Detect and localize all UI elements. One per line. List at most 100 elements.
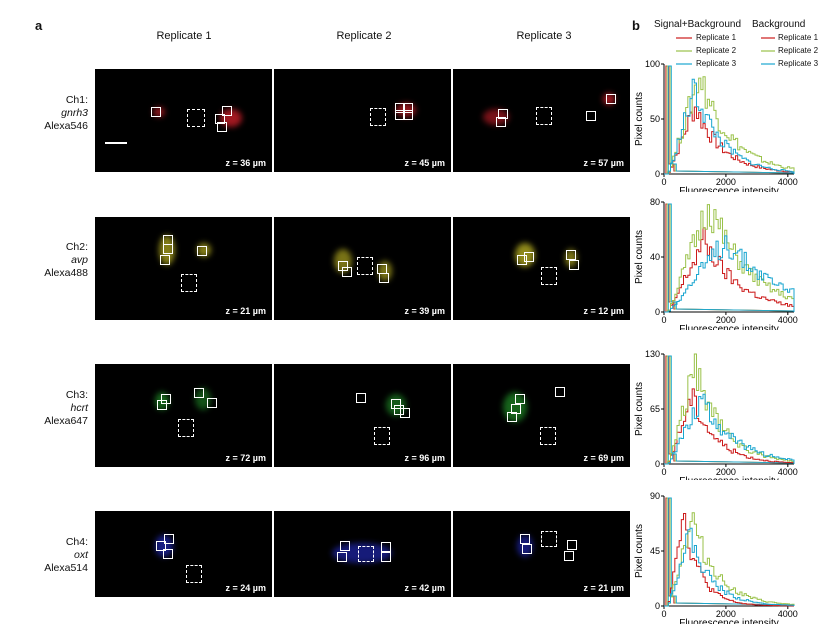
y-tick-label: 50 bbox=[650, 114, 660, 124]
signal-histogram-3 bbox=[664, 527, 795, 607]
roi-box bbox=[207, 398, 217, 408]
roi-box bbox=[498, 109, 508, 119]
legend-background-entry-2: Replicate 2 bbox=[778, 46, 819, 55]
background-roi-box bbox=[187, 109, 205, 127]
roi-box bbox=[391, 399, 401, 409]
histogram-ch4: 0 45 90 0 2000 4000 Pixel counts Fluorescence i… bbox=[634, 492, 798, 624]
y-tick-label: 100 bbox=[645, 60, 660, 69]
replicate-title-2: Replicate 2 bbox=[336, 30, 392, 42]
roi-box bbox=[569, 260, 579, 270]
roi-box bbox=[342, 267, 352, 277]
panel-b-label: b bbox=[632, 18, 640, 33]
background-histogram-1 bbox=[664, 355, 795, 465]
signal-histogram-2 bbox=[664, 204, 795, 313]
gene-label: gnrh3 bbox=[61, 107, 88, 119]
z-depth-label: z = 57 µm bbox=[583, 158, 624, 168]
gene-label: hcrt bbox=[70, 402, 88, 414]
z-depth-label: z = 12 µm bbox=[583, 306, 624, 316]
legend-background-swatches bbox=[761, 37, 775, 65]
signal-histogram-3 bbox=[664, 393, 795, 465]
signal-blob bbox=[332, 543, 392, 563]
roi-box bbox=[515, 394, 525, 404]
image-tile-ch1-rep2: z = 45 µm bbox=[274, 69, 451, 172]
background-histogram-1 bbox=[664, 65, 795, 175]
y-axis-label: Pixel counts bbox=[634, 382, 645, 436]
replicate-title-3: Replicate 3 bbox=[516, 30, 572, 42]
x-tick-label: 4000 bbox=[778, 177, 798, 187]
background-histogram-2 bbox=[664, 497, 795, 607]
z-depth-label: z = 21 µm bbox=[225, 306, 266, 316]
roi-box bbox=[215, 114, 225, 124]
panel-a-label: a bbox=[35, 18, 43, 33]
image-tile-ch4-rep2: z = 42 µm bbox=[274, 511, 451, 597]
z-depth-label: z = 69 µm bbox=[583, 453, 624, 463]
roi-box bbox=[394, 405, 404, 415]
signal-histogram-2 bbox=[664, 512, 795, 607]
signal-histogram-2 bbox=[664, 353, 795, 465]
image-tile-ch3-rep2: z = 96 µm bbox=[274, 364, 451, 467]
legend-swatches bbox=[676, 37, 775, 65]
legend-background-header: Background bbox=[752, 19, 806, 30]
scale-bar bbox=[105, 142, 127, 144]
roi-box bbox=[524, 252, 534, 262]
roi-box bbox=[340, 541, 350, 551]
z-depth-label: z = 39 µm bbox=[404, 306, 445, 316]
roi-box bbox=[160, 255, 170, 265]
roi-box bbox=[522, 544, 532, 554]
image-tile-ch1-rep1: z = 36 µm bbox=[95, 69, 272, 172]
image-tile-ch1-rep3: z = 57 µm bbox=[453, 69, 630, 172]
gene-label: avp bbox=[71, 254, 88, 266]
background-roi-box bbox=[357, 257, 373, 275]
dye-label: Alexa488 bbox=[44, 267, 88, 279]
y-tick-label: 0 bbox=[655, 601, 660, 611]
legend-background-entry-3: Replicate 3 bbox=[778, 59, 819, 68]
roi-box bbox=[379, 273, 389, 283]
z-depth-label: z = 45 µm bbox=[404, 158, 445, 168]
x-tick-label: 4000 bbox=[778, 609, 798, 619]
roi-box bbox=[566, 250, 576, 260]
signal-histogram-1 bbox=[664, 227, 795, 313]
roi-box bbox=[356, 393, 366, 403]
row-label-ch2: Ch2: avp Alexa488 bbox=[28, 241, 88, 280]
z-depth-label: z = 21 µm bbox=[583, 583, 624, 593]
background-histogram-3 bbox=[664, 65, 795, 175]
image-tile-ch3-rep1: z = 72 µm bbox=[95, 364, 272, 467]
z-depth-label: z = 96 µm bbox=[404, 453, 445, 463]
y-axis-label: Pixel counts bbox=[634, 230, 645, 284]
signal-blob bbox=[155, 392, 169, 410]
x-axis-label: Fluorescence intensity bbox=[679, 186, 779, 192]
roi-box bbox=[564, 551, 574, 561]
image-tile-ch4-rep3: z = 21 µm bbox=[453, 511, 630, 597]
background-histogram-1 bbox=[664, 497, 795, 607]
roi-box bbox=[163, 549, 173, 559]
z-depth-label: z = 72 µm bbox=[225, 453, 266, 463]
image-tile-ch2-rep2: z = 39 µm bbox=[274, 217, 451, 320]
background-roi-box bbox=[358, 546, 374, 562]
y-tick-label: 65 bbox=[650, 404, 660, 414]
y-tick-label: 0 bbox=[655, 459, 660, 469]
background-roi-box bbox=[536, 107, 552, 125]
roi-box bbox=[381, 542, 391, 552]
legend-background-entry-1: Replicate 1 bbox=[778, 33, 819, 42]
x-tick-label: 4000 bbox=[778, 315, 798, 325]
roi-box bbox=[567, 540, 577, 550]
image-tile-ch2-rep3: z = 12 µm bbox=[453, 217, 630, 320]
x-tick-label: 0 bbox=[661, 467, 666, 477]
x-tick-label: 2000 bbox=[716, 609, 736, 619]
dye-label: Alexa514 bbox=[44, 562, 88, 574]
y-tick-label: 80 bbox=[650, 198, 660, 207]
signal-blob bbox=[155, 535, 173, 557]
roi-box bbox=[586, 111, 596, 121]
gene-label: oxt bbox=[73, 549, 88, 561]
histogram-ch3: 0 65 130 0 2000 4000 Pixel counts Fluorescence … bbox=[634, 350, 798, 480]
z-depth-label: z = 24 µm bbox=[225, 583, 266, 593]
channel-label: Ch1: bbox=[65, 94, 88, 106]
roi-box bbox=[507, 412, 517, 422]
background-roi-box bbox=[186, 565, 202, 583]
signal-histogram-3 bbox=[664, 235, 795, 313]
histogram-ch2: 0 40 80 0 2000 4000 Pixel counts Fluorescence i… bbox=[634, 198, 798, 330]
legend-signal-swatches bbox=[676, 37, 692, 65]
row-label-ch3: Ch3: hcrt Alexa647 bbox=[28, 389, 88, 428]
y-tick-label: 40 bbox=[650, 252, 660, 262]
legend-signal-entry-3: Replicate 3 bbox=[696, 59, 737, 68]
